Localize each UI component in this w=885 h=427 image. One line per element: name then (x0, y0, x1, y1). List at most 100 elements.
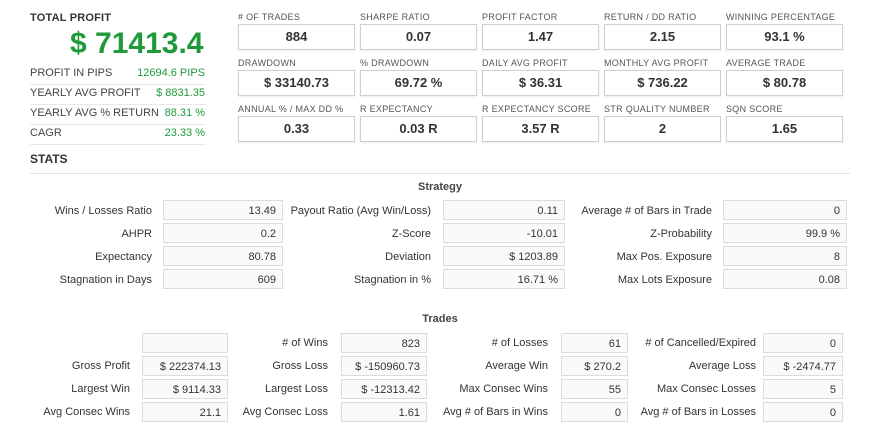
strategy-value: 8 (723, 246, 847, 266)
metric-label: MONTHLY AVG PROFIT (604, 58, 709, 68)
trades-label: Average Loss (688, 360, 756, 372)
trades-value: 5 (763, 379, 843, 399)
metric-value: 2.15 (604, 24, 721, 50)
trades-label: # of Losses (491, 337, 548, 349)
trades-value: 61 (561, 333, 628, 353)
metric-value: 0.33 (238, 116, 355, 142)
summary-value: 88.31 % (164, 107, 205, 119)
trades-value: 0 (763, 333, 843, 353)
strategy-label: Wins / Losses Ratio (54, 205, 152, 217)
metric-label: % DRAWDOWN (360, 58, 430, 68)
trades-value: $ -12313.42 (341, 379, 427, 399)
trades-label: Largest Loss (265, 383, 328, 395)
trades-label: Average Win (485, 360, 548, 372)
metric-value: 2 (604, 116, 721, 142)
trades-value: 823 (341, 333, 427, 353)
metric-label: DAILY AVG PROFIT (482, 58, 568, 68)
metric-value: 93.1 % (726, 24, 843, 50)
stats-divider (30, 173, 850, 174)
metric-value: 0.03 R (360, 116, 477, 142)
metric-label: SHARPE RATIO (360, 12, 430, 22)
strategy-label: Deviation (385, 251, 431, 263)
summary-value: 23.33 % (164, 127, 205, 139)
strategy-value: 13.49 (163, 200, 283, 220)
metric-label: AVERAGE TRADE (726, 58, 806, 68)
metric-value: 69.72 % (360, 70, 477, 96)
metric-label: SQN SCORE (726, 104, 783, 114)
strategy-value: 0.08 (723, 269, 847, 289)
strategy-label: Stagnation in % (353, 274, 431, 286)
trades-value: 0 (763, 402, 843, 422)
trades-value: 21.1 (142, 402, 228, 422)
metric-value: $ 36.31 (482, 70, 599, 96)
metric-value: $ 33140.73 (238, 70, 355, 96)
metric-label: PROFIT FACTOR (482, 12, 558, 22)
strategy-label: Payout Ratio (Avg Win/Loss) (290, 205, 431, 217)
metric-label: ANNUAL % / MAX DD % (238, 104, 344, 114)
trades-label: Avg Consec Wins (43, 406, 130, 418)
trades-label: Max Consec Wins (459, 383, 548, 395)
metric-value: 884 (238, 24, 355, 50)
strategy-heading: Strategy (417, 181, 463, 193)
strategy-value: 0.11 (443, 200, 565, 220)
total-profit-label: TOTAL PROFIT (30, 12, 112, 24)
trades-label: Max Consec Losses (656, 383, 756, 395)
summary-label: PROFIT IN PIPS (30, 67, 113, 79)
strategy-label: AHPR (121, 228, 152, 240)
strategy-value: 0 (723, 200, 847, 220)
strategy-value: $ 1203.89 (443, 246, 565, 266)
strategy-value: 609 (163, 269, 283, 289)
stats-heading: STATS (30, 152, 68, 166)
trades-label: Avg # of Bars in Losses (640, 406, 756, 418)
summary-value: 12694.6 PIPS (137, 67, 205, 79)
strategy-value: 80.78 (163, 246, 283, 266)
strategy-value: -10.01 (443, 223, 565, 243)
strategy-label: Average # of Bars in Trade (581, 205, 712, 217)
trades-value: $ -2474.77 (763, 356, 843, 376)
summary-row-yearly-avg-profit: YEARLY AVG PROFIT $ 8831.35 (30, 84, 206, 105)
strategy-value: 16.71 % (443, 269, 565, 289)
summary-row-profit-pips: PROFIT IN PIPS 12694.6 PIPS (30, 64, 206, 85)
metric-value: $ 80.78 (726, 70, 843, 96)
metric-value: 3.57 R (482, 116, 599, 142)
metric-value: $ 736.22 (604, 70, 721, 96)
strategy-label: Expectancy (95, 251, 152, 263)
trades-value: $ 270.2 (561, 356, 628, 376)
metric-label: STR QUALITY NUMBER (604, 104, 710, 114)
summary-label: CAGR (30, 127, 62, 139)
trades-label: Largest Win (71, 383, 130, 395)
trades-value: 0 (561, 402, 628, 422)
metric-label: R EXPECTANCY SCORE (482, 104, 592, 114)
trades-value: 1.61 (341, 402, 427, 422)
strategy-label: Stagnation in Days (59, 274, 152, 286)
strategy-value: 99.9 % (723, 223, 847, 243)
summary-row-yearly-avg-return: YEARLY AVG % RETURN 88.31 % (30, 104, 206, 125)
metric-value: 1.65 (726, 116, 843, 142)
metric-label: R EXPECTANCY (360, 104, 433, 114)
trades-label: Avg Consec Loss (242, 406, 328, 418)
trades-label: # of Cancelled/Expired (645, 337, 756, 349)
metric-label: # OF TRADES (238, 12, 301, 22)
metric-label: WINNING PERCENTAGE (726, 12, 836, 22)
trades-value (142, 333, 228, 353)
trades-label: # of Wins (282, 337, 328, 349)
total-profit-value: $ 71413.4 (70, 27, 204, 60)
strategy-label: Max Pos. Exposure (616, 251, 712, 263)
strategy-label: Z-Score (391, 228, 431, 240)
strategy-value: 0.2 (163, 223, 283, 243)
metric-value: 1.47 (482, 24, 599, 50)
trades-value: 55 (561, 379, 628, 399)
metric-label: RETURN / DD RATIO (604, 12, 697, 22)
summary-label: YEARLY AVG PROFIT (30, 87, 141, 99)
strategy-label: Max Lots Exposure (617, 274, 712, 286)
metric-value: 0.07 (360, 24, 477, 50)
trades-label: Avg # of Bars in Wins (443, 406, 548, 418)
metric-label: DRAWDOWN (238, 58, 297, 68)
summary-row-cagr: CAGR 23.33 % (30, 124, 206, 145)
trades-value: $ 222374.13 (142, 356, 228, 376)
summary-label: YEARLY AVG % RETURN (30, 107, 159, 119)
trades-label: Gross Loss (272, 360, 328, 372)
trades-label: Gross Profit (71, 360, 130, 372)
strategy-label: Z-Probability (650, 228, 712, 240)
trades-value: $ -150960.73 (341, 356, 427, 376)
